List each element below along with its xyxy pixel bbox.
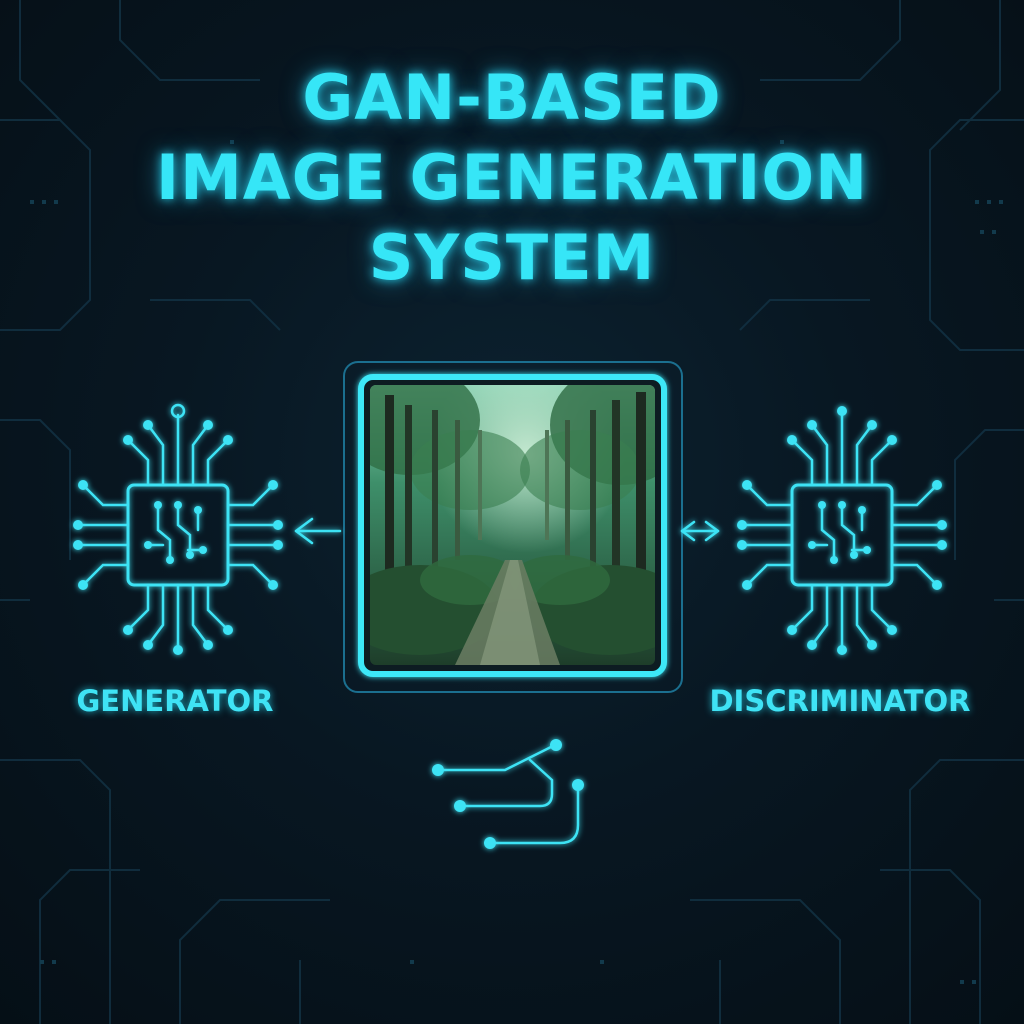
bidirectional-arrow-icon	[680, 520, 720, 542]
title-line-2: IMAGE GENERATION	[156, 141, 868, 214]
generator-chip-icon	[73, 403, 283, 655]
title-line-3: SYSTEM	[368, 221, 656, 294]
diagram-title: GAN-BASED IMAGE GENERATION SYSTEM	[0, 58, 1024, 298]
discriminator-label: DISCRIMINATOR	[709, 684, 971, 718]
discriminator-chip-icon	[737, 406, 947, 655]
forest-path-image	[370, 385, 655, 665]
title-line-1: GAN-BASED	[302, 61, 722, 134]
feedback-connector-icon	[432, 739, 584, 849]
generator-label: GENERATOR	[76, 684, 274, 718]
generated-image-frame	[343, 361, 683, 693]
arrow-to-generator-icon	[294, 517, 342, 545]
